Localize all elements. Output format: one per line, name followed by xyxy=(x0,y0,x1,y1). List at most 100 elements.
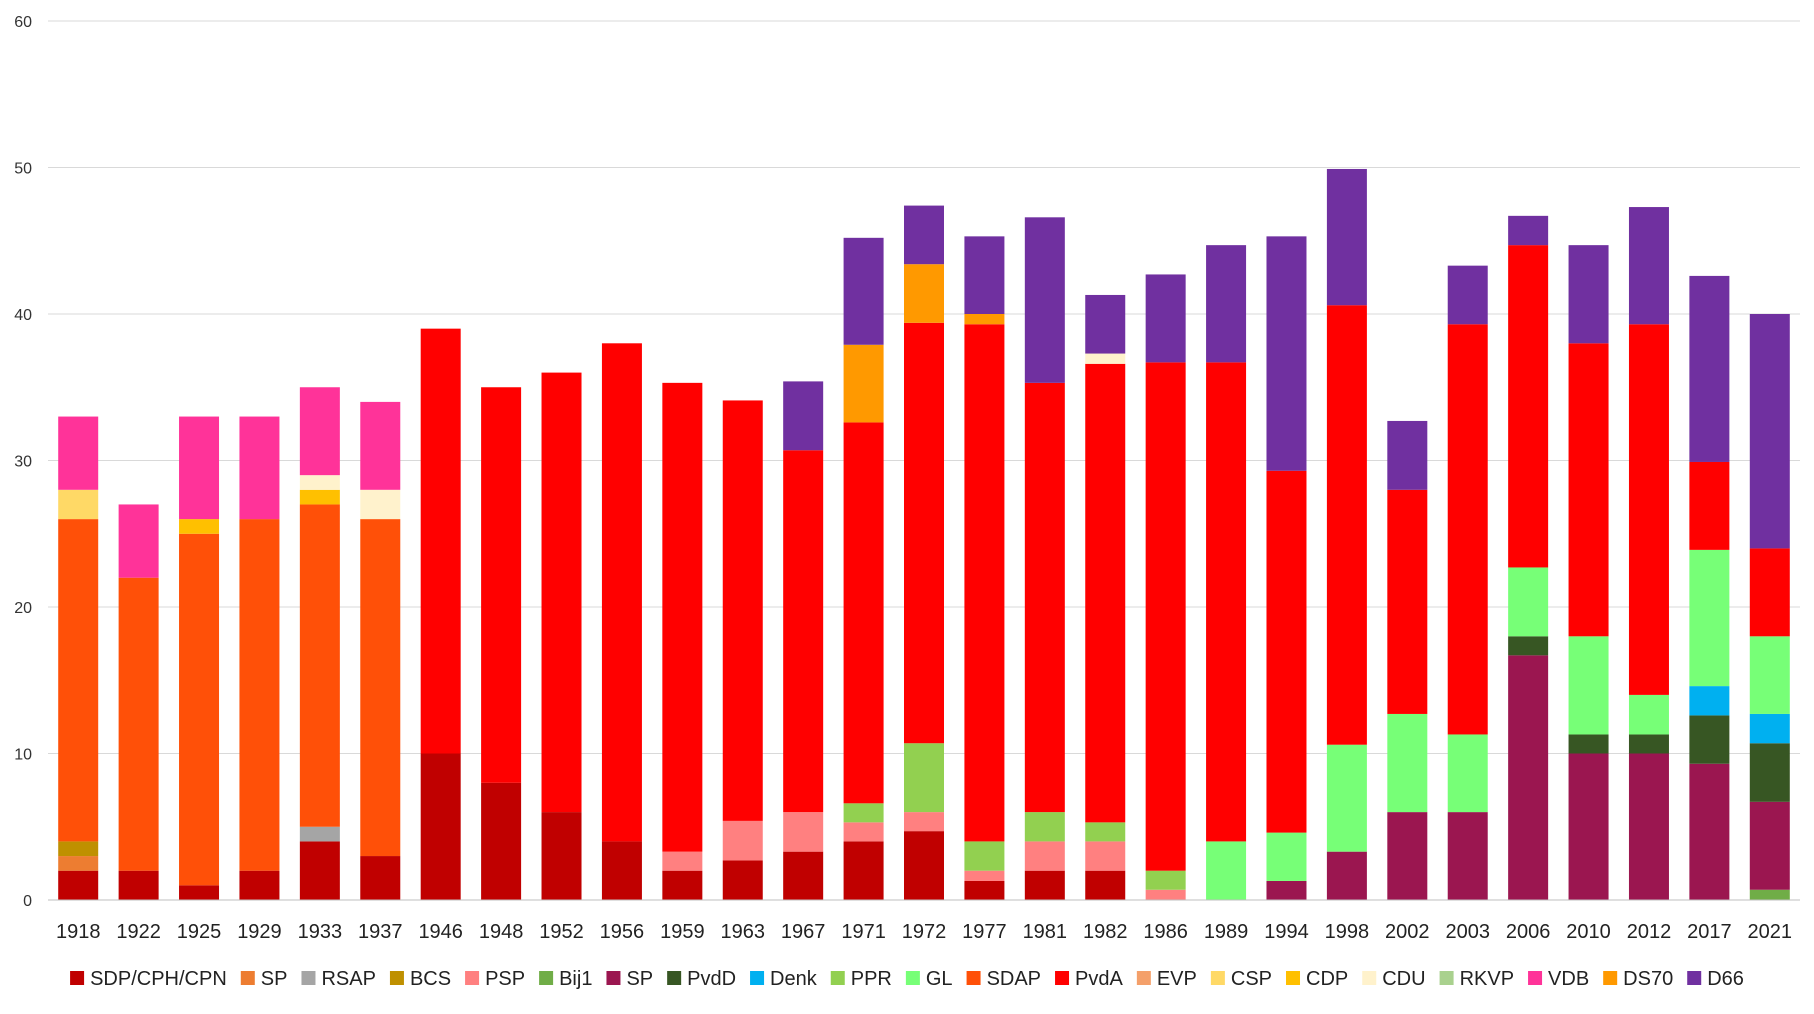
x-tick-label: 1959 xyxy=(660,921,705,943)
bar-segment xyxy=(662,870,703,900)
bar-segment xyxy=(1266,832,1307,881)
bar-segment xyxy=(1145,274,1186,363)
bar-segment xyxy=(1266,470,1307,833)
bar-segment xyxy=(1085,294,1126,354)
legend-item: EVP xyxy=(1136,968,1197,990)
bar-segment xyxy=(1749,548,1790,637)
legend-label: SDAP xyxy=(987,968,1041,990)
bar-segment xyxy=(179,533,220,886)
legend-item: RSAP xyxy=(301,968,376,990)
x-tick-label: 2017 xyxy=(1687,921,1732,943)
legend-swatch xyxy=(606,971,621,985)
legend-label: DS70 xyxy=(1623,968,1673,990)
bar-segment xyxy=(1206,841,1247,900)
legend-swatch xyxy=(667,971,682,985)
y-tick-label: 30 xyxy=(14,454,32,471)
bar-segment xyxy=(843,422,884,804)
legend-label: PSP xyxy=(485,968,525,990)
x-tick-label: 1925 xyxy=(177,921,222,943)
x-tick-label: 1989 xyxy=(1204,921,1249,943)
bar-segment xyxy=(1508,215,1549,246)
legend-item: SDP/CPH/CPN xyxy=(70,968,227,990)
bar-segment xyxy=(118,504,159,578)
y-tick-label: 40 xyxy=(14,307,32,324)
bar-segment xyxy=(964,324,1005,842)
bar-segment xyxy=(1749,889,1790,900)
bar-segment xyxy=(964,880,1005,900)
bar-segment xyxy=(722,860,763,900)
legend-item: VDB xyxy=(1528,968,1589,990)
bar-segment xyxy=(1447,265,1488,325)
bar-segment xyxy=(662,382,703,852)
x-tick-label: 1967 xyxy=(781,921,826,943)
bar-segment xyxy=(1387,812,1428,900)
legend-swatch xyxy=(1286,971,1301,985)
bar-segment xyxy=(964,314,1005,325)
legend-label: EVP xyxy=(1157,968,1197,990)
legend-label: GL xyxy=(926,968,953,990)
legend-item: CSP xyxy=(1210,968,1272,990)
bar-segment xyxy=(601,343,642,842)
legend-item: SP xyxy=(606,968,653,990)
bar-segment xyxy=(1266,880,1307,900)
x-tick-label: 2010 xyxy=(1566,921,1611,943)
bar-segment xyxy=(1749,801,1790,890)
bar-segment xyxy=(964,236,1005,314)
bar-segment xyxy=(1689,715,1730,764)
legend: SDP/CPH/CPN SP RSAP BCS PSP Bij1 SP PvdD Denk PPR… xyxy=(70,968,1744,990)
x-tick-label: 1937 xyxy=(358,921,403,943)
legend-swatch xyxy=(301,971,316,985)
x-tick-label: 1981 xyxy=(1023,921,1068,943)
bar-segment xyxy=(1508,245,1549,568)
legend-label: PvdA xyxy=(1075,968,1123,990)
bar-segment xyxy=(1749,743,1790,802)
legend-swatch xyxy=(389,971,404,985)
x-tick-label: 2003 xyxy=(1445,921,1490,943)
bar-segment xyxy=(239,519,280,871)
bar-segment xyxy=(904,322,944,744)
legend-item: CDP xyxy=(1286,968,1348,990)
bar-segment xyxy=(58,856,99,871)
legend-swatch xyxy=(70,971,85,985)
bar-segment xyxy=(1628,753,1669,900)
legend-swatch xyxy=(1055,971,1070,985)
bar-segment xyxy=(904,205,944,265)
bar-segment xyxy=(420,328,461,754)
legend-item: SP xyxy=(240,968,287,990)
bar-segment xyxy=(118,577,159,871)
bar-segment xyxy=(299,475,340,490)
bar-segment xyxy=(239,416,280,520)
legend-item: Bij1 xyxy=(539,968,592,990)
bar-segment xyxy=(904,264,944,323)
bar-segment xyxy=(541,812,582,900)
bar-segment xyxy=(1568,753,1609,900)
bar-segment xyxy=(299,504,340,827)
bar-segment xyxy=(1689,549,1730,687)
legend-label: Bij1 xyxy=(559,968,592,990)
bar-segment xyxy=(1689,275,1730,462)
legend-item: SDAP xyxy=(966,968,1041,990)
bar-segment xyxy=(1326,305,1367,745)
legend-item: CDU xyxy=(1362,968,1426,990)
bar-segment xyxy=(1689,461,1730,550)
legend-label: CSP xyxy=(1231,968,1272,990)
legend-item: DS70 xyxy=(1603,968,1673,990)
bars xyxy=(58,168,1790,900)
bar-segment xyxy=(360,519,401,857)
bar-segment xyxy=(1628,324,1669,695)
bar-segment xyxy=(1206,362,1247,842)
bar-segment xyxy=(118,870,159,900)
x-tick-label: 2012 xyxy=(1627,921,1672,943)
bar-segment xyxy=(1024,382,1065,813)
legend-swatch xyxy=(1210,971,1225,985)
bar-segment xyxy=(1447,324,1488,735)
bar-segment xyxy=(1689,686,1730,716)
x-tick-label: 1986 xyxy=(1143,921,1188,943)
bar-segment xyxy=(1508,636,1549,656)
bar-segment xyxy=(1628,694,1669,735)
x-tick-label: 1971 xyxy=(841,921,886,943)
x-tick-label: 1977 xyxy=(962,921,1007,943)
bar-segment xyxy=(1145,870,1186,890)
bar-segment xyxy=(299,841,340,900)
bar-segment xyxy=(964,870,1005,881)
